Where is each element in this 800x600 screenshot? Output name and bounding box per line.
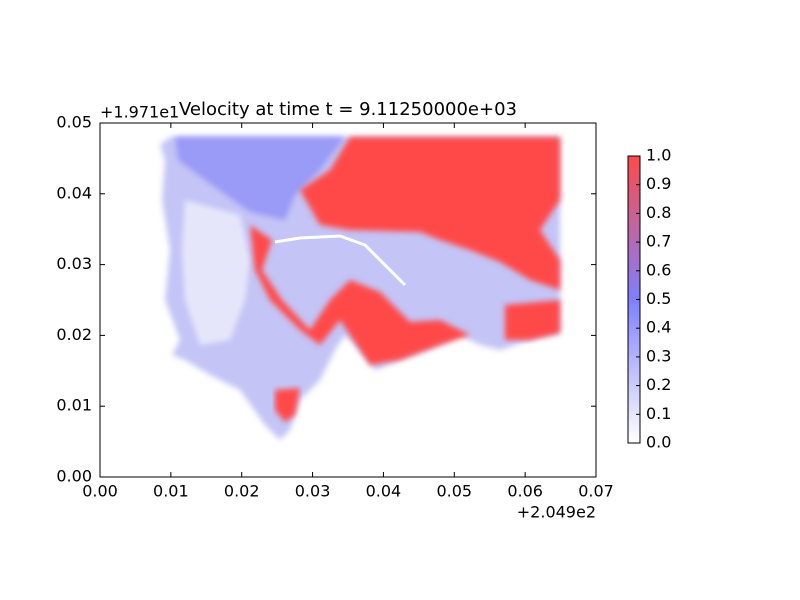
field-streak [274, 234, 407, 287]
colorbar-tick-label: 0.0 [646, 433, 671, 452]
field-region [182, 200, 250, 345]
colorbar-tick-label: 0.6 [646, 260, 671, 279]
x-tick-label: 0.03 [295, 482, 331, 501]
x-tick-label: 0.00 [82, 482, 118, 501]
x-tick-label: 0.06 [507, 482, 543, 501]
colorbar-tick-label: 0.7 [646, 232, 671, 251]
y-tick-label: 0.00 [56, 467, 92, 486]
velocity-field [160, 137, 560, 440]
colorbar-tick-label: 0.4 [646, 318, 671, 337]
y-tick-label: 0.01 [56, 396, 92, 415]
y-tick-label: 0.04 [56, 183, 92, 202]
y-tick-label: 0.05 [56, 113, 92, 132]
x-tick-label: 0.01 [153, 482, 189, 501]
y-offset-label: +1.971e1 [100, 103, 179, 122]
colorbar-tick-label: 0.2 [646, 375, 671, 394]
colorbar-tick-label: 0.1 [646, 404, 671, 423]
field-region [505, 300, 560, 340]
field-region [275, 388, 300, 422]
x-tick-label: 0.02 [224, 482, 260, 501]
x-offset-label: +2.049e2 [517, 503, 596, 522]
chart-title: Velocity at time t = 9.11250000e+03 [179, 99, 517, 120]
field-region [175, 137, 345, 220]
colorbar-tick-label: 0.3 [646, 346, 671, 365]
x-tick-label: 0.05 [436, 482, 472, 501]
y-tick-label: 0.03 [56, 254, 92, 273]
field-region [250, 225, 470, 365]
plot-frame [99, 122, 597, 478]
colorbar-tick-label: 1.0 [646, 146, 671, 165]
x-tick-label: 0.04 [366, 482, 402, 501]
colorbar-tick-label: 0.8 [646, 203, 671, 222]
field-region [300, 137, 560, 290]
colorbar-tick-label: 0.9 [646, 174, 671, 193]
colorbar-tick-label: 0.5 [646, 289, 671, 308]
x-tick-label: 0.07 [578, 482, 614, 501]
y-tick-label: 0.02 [56, 325, 92, 344]
